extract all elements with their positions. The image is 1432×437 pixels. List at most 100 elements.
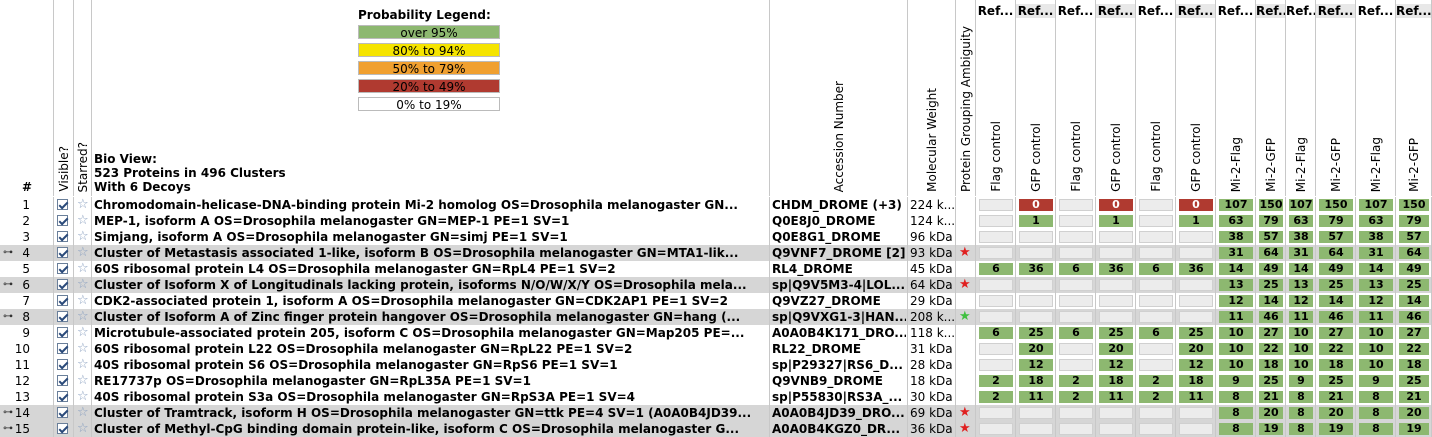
spectrum-count-cell[interactable] xyxy=(1099,247,1133,259)
spectrum-count-cell[interactable] xyxy=(1059,199,1093,211)
table-row[interactable]: ⊶ 15 ☆ Cluster of Methyl-CpG binding domain… xyxy=(0,421,1432,437)
spectrum-count-cell[interactable]: 2 xyxy=(979,391,1013,403)
spectrum-count-cell[interactable] xyxy=(1059,359,1093,371)
visible-checkbox[interactable] xyxy=(57,247,68,258)
spectrum-count-cell[interactable] xyxy=(1139,359,1173,371)
spectrum-count-cell[interactable] xyxy=(1019,295,1053,307)
spectrum-count-cell[interactable]: 20 xyxy=(1399,407,1429,419)
ambiguity-star-icon[interactable]: ★ xyxy=(959,245,971,260)
spectrum-count-cell[interactable]: 11 xyxy=(1179,391,1213,403)
spectrum-count-cell[interactable] xyxy=(1059,247,1093,259)
spectrum-count-cell[interactable] xyxy=(1099,295,1133,307)
star-toggle-icon[interactable]: ☆ xyxy=(77,405,89,420)
accession-number[interactable]: A0A0B4K171_DRO... xyxy=(772,326,906,340)
col-header-visible[interactable]: Visible? xyxy=(54,0,74,196)
spectrum-count-cell[interactable] xyxy=(1179,247,1213,259)
visible-checkbox[interactable] xyxy=(57,199,68,210)
spectrum-count-cell[interactable]: 19 xyxy=(1319,423,1353,435)
spectrum-count-cell[interactable]: 6 xyxy=(1139,327,1173,339)
spectrum-count-cell[interactable]: 2 xyxy=(1139,375,1173,387)
col-header-molecular-weight[interactable]: Molecular Weight xyxy=(908,0,956,196)
accession-number[interactable]: RL22_DROME xyxy=(772,342,862,356)
spectrum-count-cell[interactable]: 18 xyxy=(1319,359,1353,371)
expand-cluster-icon[interactable]: ⊶ xyxy=(3,247,13,258)
spectrum-count-cell[interactable] xyxy=(979,359,1013,371)
spectrum-count-cell[interactable] xyxy=(979,407,1013,419)
spectrum-count-cell[interactable]: 31 xyxy=(1359,247,1393,259)
spectrum-count-cell[interactable] xyxy=(979,215,1013,227)
spectrum-count-cell[interactable]: 14 xyxy=(1289,263,1313,275)
spectrum-count-cell[interactable]: 11 xyxy=(1359,311,1393,323)
spectrum-count-cell[interactable]: 64 xyxy=(1319,247,1353,259)
col-header-sample[interactable]: Ref... Flag control xyxy=(976,0,1016,196)
spectrum-count-cell[interactable]: 8 xyxy=(1219,423,1253,435)
spectrum-count-cell[interactable]: 10 xyxy=(1289,343,1313,355)
spectrum-count-cell[interactable] xyxy=(1019,407,1053,419)
spectrum-count-cell[interactable]: 11 xyxy=(1289,311,1313,323)
protein-description[interactable]: 60S ribosomal protein L22 OS=Drosophila … xyxy=(94,342,633,356)
spectrum-count-cell[interactable]: 49 xyxy=(1399,263,1429,275)
spectrum-count-cell[interactable]: 10 xyxy=(1219,343,1253,355)
spectrum-count-cell[interactable] xyxy=(1019,247,1053,259)
protein-description[interactable]: Cluster of Metastasis associated 1-like,… xyxy=(94,246,739,260)
spectrum-count-cell[interactable] xyxy=(1059,423,1093,435)
spectrum-count-cell[interactable] xyxy=(1099,407,1133,419)
spectrum-count-cell[interactable]: 20 xyxy=(1019,343,1053,355)
spectrum-count-cell[interactable]: 10 xyxy=(1219,327,1253,339)
spectrum-count-cell[interactable]: 18 xyxy=(1259,359,1283,371)
col-header-sample[interactable]: Ref... Mi-2-GFP xyxy=(1256,0,1286,196)
protein-description[interactable]: Chromodomain-helicase-DNA-binding protei… xyxy=(94,198,738,212)
table-row[interactable]: ⊶ 14 ☆ Cluster of Tramtrack, isoform H OS=D… xyxy=(0,405,1432,421)
spectrum-count-cell[interactable] xyxy=(1139,247,1173,259)
accession-number[interactable]: sp|Q9V5M3-4|LOL... xyxy=(772,278,906,292)
spectrum-count-cell[interactable]: 10 xyxy=(1359,343,1393,355)
spectrum-count-cell[interactable]: 1 xyxy=(1179,215,1213,227)
spectrum-count-cell[interactable]: 27 xyxy=(1399,327,1429,339)
spectrum-count-cell[interactable] xyxy=(1059,295,1093,307)
protein-description[interactable]: Cluster of Isoform X of Longitudinals la… xyxy=(94,278,747,292)
ambiguity-star-icon[interactable]: ★ xyxy=(959,309,971,324)
spectrum-count-cell[interactable]: 46 xyxy=(1319,311,1353,323)
star-toggle-icon[interactable]: ☆ xyxy=(77,373,89,388)
spectrum-count-cell[interactable]: 12 xyxy=(1219,295,1253,307)
star-toggle-icon[interactable]: ☆ xyxy=(77,421,89,436)
star-toggle-icon[interactable]: ☆ xyxy=(77,389,89,404)
spectrum-count-cell[interactable] xyxy=(1139,343,1173,355)
spectrum-count-cell[interactable]: 22 xyxy=(1259,343,1283,355)
accession-number[interactable]: A0A0B4JD39_DRO... xyxy=(772,406,905,420)
spectrum-count-cell[interactable] xyxy=(979,247,1013,259)
spectrum-count-cell[interactable] xyxy=(979,423,1013,435)
table-row[interactable]: 10 ☆ 60S ribosomal protein L22 OS=Drosophi… xyxy=(0,341,1432,357)
spectrum-count-cell[interactable] xyxy=(1139,423,1173,435)
visible-checkbox[interactable] xyxy=(57,407,68,418)
spectrum-count-cell[interactable]: 18 xyxy=(1179,375,1213,387)
spectrum-count-cell[interactable] xyxy=(1179,407,1213,419)
col-header-sample[interactable]: Ref... Mi-2-GFP xyxy=(1316,0,1356,196)
spectrum-count-cell[interactable]: 36 xyxy=(1179,263,1213,275)
table-row[interactable]: 5 ☆ 60S ribosomal protein L4 OS=Drosophila… xyxy=(0,261,1432,277)
spectrum-count-cell[interactable] xyxy=(1179,311,1213,323)
spectrum-count-cell[interactable]: 25 xyxy=(1259,375,1283,387)
spectrum-count-cell[interactable]: 25 xyxy=(1399,375,1429,387)
col-header-sample[interactable]: Ref... GFP control xyxy=(1176,0,1216,196)
spectrum-count-cell[interactable] xyxy=(979,343,1013,355)
spectrum-count-cell[interactable]: 49 xyxy=(1259,263,1283,275)
spectrum-count-cell[interactable] xyxy=(979,295,1013,307)
spectrum-count-cell[interactable]: 64 xyxy=(1259,247,1283,259)
spectrum-count-cell[interactable]: 14 xyxy=(1259,295,1283,307)
visible-checkbox[interactable] xyxy=(57,343,68,354)
col-header-sample[interactable]: Ref... Mi-2-Flag xyxy=(1286,0,1316,196)
protein-description[interactable]: RE17737p OS=Drosophila melanogaster GN=R… xyxy=(94,374,531,388)
table-row[interactable]: 7 ☆ CDK2-associated protein 1, isoform A O… xyxy=(0,293,1432,309)
spectrum-count-cell[interactable]: 6 xyxy=(979,263,1013,275)
spectrum-count-cell[interactable]: 8 xyxy=(1219,407,1253,419)
spectrum-count-cell[interactable] xyxy=(1059,343,1093,355)
spectrum-count-cell[interactable]: 63 xyxy=(1289,215,1313,227)
protein-description[interactable]: CDK2-associated protein 1, isoform A OS=… xyxy=(94,294,728,308)
spectrum-count-cell[interactable]: 8 xyxy=(1289,391,1313,403)
accession-number[interactable]: sp|P29327|RS6_D... xyxy=(772,358,903,372)
table-row[interactable]: 13 ☆ 40S ribosomal protein S3a OS=Drosophi… xyxy=(0,389,1432,405)
protein-description[interactable]: Simjang, isoform A OS=Drosophila melanog… xyxy=(94,230,568,244)
star-toggle-icon[interactable]: ☆ xyxy=(77,341,89,356)
spectrum-count-cell[interactable] xyxy=(1059,407,1093,419)
